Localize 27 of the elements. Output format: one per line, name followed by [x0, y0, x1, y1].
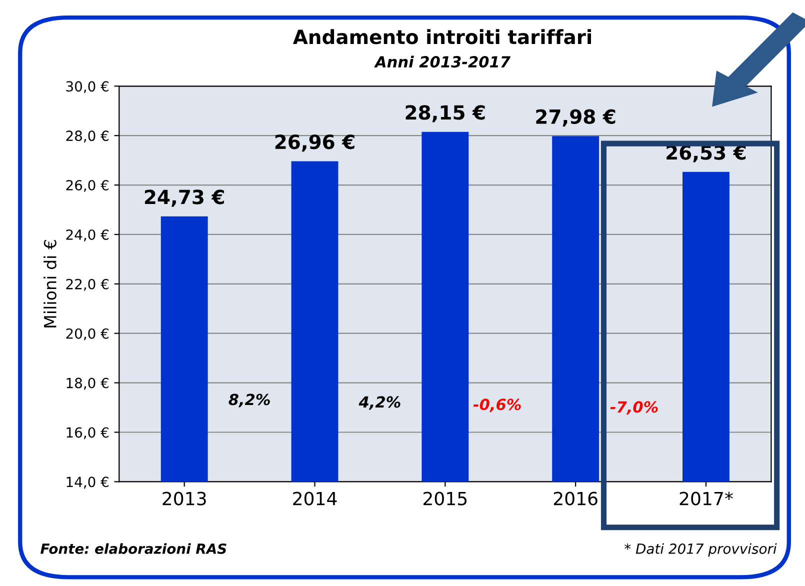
- y-tick-label: 24,0 €: [66, 229, 108, 242]
- x-tick-label: 2015: [424, 492, 467, 506]
- annotation: 4,2%: [358, 396, 400, 410]
- chart-title: Andamento introiti tariffari: [292, 29, 591, 44]
- chart-subtitle: Anni 2013-2017: [374, 56, 510, 68]
- x-tick-label: 2016: [554, 492, 598, 506]
- source-note: Fonte: elaborazioni RAS: [40, 543, 226, 554]
- data-label: 26,96 €: [275, 134, 354, 152]
- y-tick-label: 30,0 €: [66, 81, 108, 94]
- x-tick-label: 2014: [293, 492, 337, 506]
- y-tick-label: 22,0 €: [66, 278, 108, 291]
- y-tick-label: 20,0 €: [66, 328, 108, 340]
- y-tick-label: 16,0 €: [66, 427, 108, 440]
- y-tick-label: 26,0 €: [66, 180, 108, 192]
- x-tick-label: 2013: [162, 492, 206, 506]
- y-tick-label: 14,0 €: [66, 476, 108, 489]
- y-tick-label: 18,0 €: [66, 378, 108, 390]
- x-tick-label: 2017*: [680, 492, 733, 506]
- text: * Dati 2017 provvisori: [624, 543, 777, 557]
- data-label: 28,15 €: [406, 105, 485, 122]
- data-label: 27,98 €: [536, 109, 616, 126]
- annotation: 8,2%: [228, 394, 270, 408]
- annotation: -7,0%: [610, 401, 658, 415]
- y-tick-label: 28,0 €: [66, 130, 108, 142]
- y-axis-title: Milioni di €: [44, 240, 56, 328]
- annotation: -0,6%: [473, 398, 521, 412]
- data-label: 24,73 €: [144, 190, 224, 207]
